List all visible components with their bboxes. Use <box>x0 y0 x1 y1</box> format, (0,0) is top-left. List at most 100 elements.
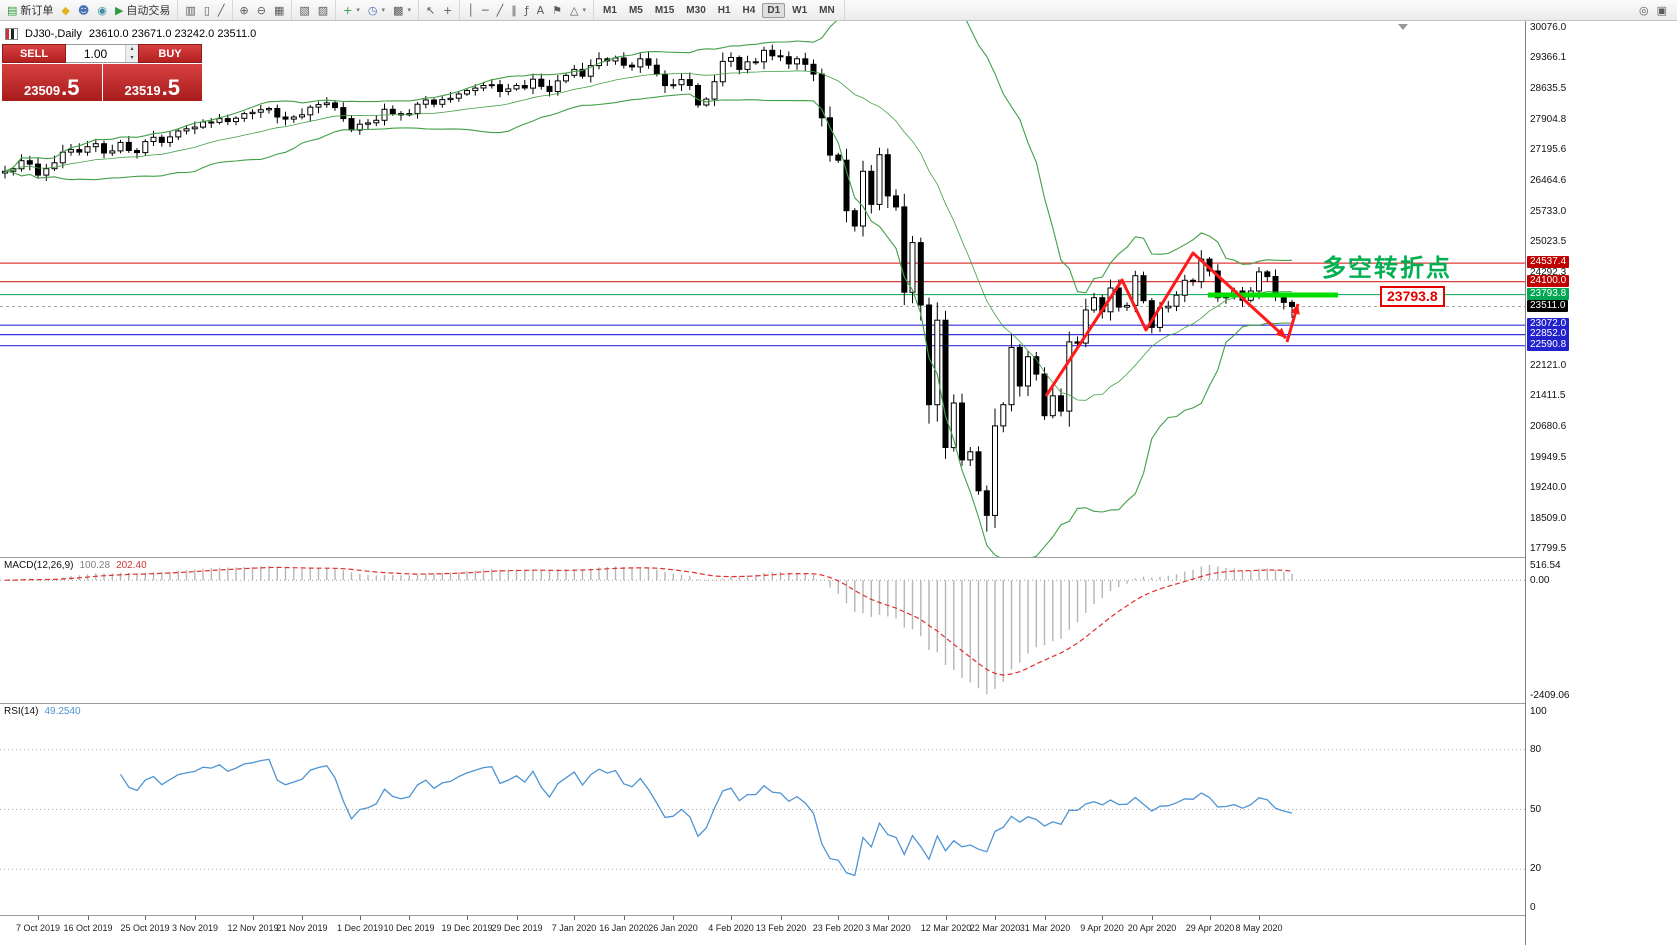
axis-label: 22121.0 <box>1530 360 1567 371</box>
autotrade-button[interactable]: ▶ 自动交易 <box>112 2 173 19</box>
rsi-value: 49.2540 <box>44 706 81 717</box>
axis-label: 18509.0 <box>1530 513 1567 524</box>
macd-panel-divider[interactable] <box>0 557 1677 558</box>
tf-h1-button[interactable]: H1 <box>713 3 736 18</box>
search-icon[interactable]: ◎ <box>1638 3 1649 17</box>
template-icon[interactable]: ▩ <box>390 2 414 19</box>
trendline-icon[interactable]: ╱ <box>496 3 504 17</box>
favorites-icon[interactable]: ◆ <box>61 3 70 17</box>
volume-down-icon[interactable]: ▾ <box>126 53 138 62</box>
arrange-horizontal-icon[interactable]: ▧ <box>299 3 310 17</box>
axis-label: 25023.5 <box>1530 236 1567 247</box>
price-pip-digits: .5 <box>161 75 180 101</box>
volume-input[interactable] <box>66 45 125 62</box>
horizontal-line-icon[interactable]: ─ <box>482 3 489 17</box>
buy-price[interactable]: 23519.5 <box>102 64 202 101</box>
timeframe-bar: M1 M5 M15 M30 H1 H4 D1 W1 MN <box>594 0 845 20</box>
price-axis[interactable]: 30076.0 29366.1 28635.5 27904.8 27195.6 26464… <box>1525 20 1677 945</box>
date-tick <box>838 916 839 920</box>
tf-m15-button[interactable]: M15 <box>650 3 679 18</box>
toolbar-group-trade: ▤ 新订单 ◆ ☻ ◉ ▶ 自动交易 <box>0 0 179 20</box>
bars-chart-icon[interactable]: ▥ <box>185 3 196 17</box>
signals-icon[interactable]: ◉ <box>97 3 107 17</box>
rsi-canvas[interactable] <box>0 704 1525 915</box>
axis-label: 29366.1 <box>1530 52 1567 63</box>
tf-w1-button[interactable]: W1 <box>787 3 812 18</box>
main-toolbar: ▤ 新订单 ◆ ☻ ◉ ▶ 自动交易 ▥ ▯ ╱ ⊕ ⊖ ▦ ▧ ▨ + ◷ ▩… <box>0 0 1677 21</box>
candlestick-chart-icon[interactable]: ▯ <box>203 3 210 17</box>
sell-button[interactable]: SELL <box>2 44 66 63</box>
community-icon[interactable]: ☻ <box>77 3 90 17</box>
rsi-name: RSI(14) <box>4 706 39 717</box>
main-chart[interactable]: DJ30-,Daily 23610.0 23671.0 23242.0 2351… <box>0 20 1525 557</box>
autotrade-label: 自动交易 <box>126 5 171 17</box>
level-price-label[interactable]: 23793.8 <box>1380 286 1445 307</box>
text-tool-icon[interactable]: A <box>536 3 545 17</box>
axis-label: 24292.3 <box>1530 267 1567 278</box>
date-tick <box>995 916 996 920</box>
toolbar-group-right: ◎ ▣ <box>1639 5 1677 16</box>
volume-up-icon[interactable]: ▴ <box>126 45 138 54</box>
tile-windows-icon[interactable]: ▦ <box>273 3 285 17</box>
buy-button[interactable]: BUY <box>138 44 202 63</box>
date-axis-divider <box>0 915 1677 916</box>
axis-label: 30076.0 <box>1530 22 1567 33</box>
period-icon[interactable]: ◷ <box>365 2 388 19</box>
add-indicator-icon[interactable]: + <box>340 2 363 19</box>
tf-d1-button[interactable]: D1 <box>762 2 786 18</box>
toolbar-group-cursor: ↖ + <box>419 0 461 20</box>
new-order-icon: ▤ <box>7 3 18 17</box>
fibonacci-icon[interactable]: ƒ <box>524 3 529 17</box>
date-label: 22 Mar 2020 <box>969 923 1021 933</box>
rsi-panel[interactable]: RSI(14) 49.2540 <box>0 704 1525 915</box>
crosshair-icon[interactable]: + <box>443 3 453 17</box>
toolbar-group-chart-type: ▥ ▯ ╱ <box>178 0 233 20</box>
price-label-highlighted: 23793.8 <box>1527 288 1570 300</box>
chart-title-ohlc: 23610.0 23671.0 23242.0 23511.0 <box>88 28 257 40</box>
date-label: 3 Mar 2020 <box>865 923 911 933</box>
date-tick <box>253 916 254 920</box>
date-tick <box>624 916 625 920</box>
vertical-line-icon[interactable]: │ <box>467 3 475 17</box>
date-label: 8 May 2020 <box>1235 923 1283 933</box>
price-label-highlighted: 22852.0 <box>1527 328 1570 340</box>
toolbar-group-arrange: ▧ ▨ <box>292 0 337 20</box>
date-tick <box>673 916 674 920</box>
date-label: 3 Nov 2019 <box>171 923 219 933</box>
autotrade-play-icon: ▶ <box>114 3 124 17</box>
date-label: 16 Jan 2020 <box>599 923 649 933</box>
macd-canvas[interactable] <box>0 558 1525 703</box>
turning-point-annotation[interactable]: 多空转折点 <box>1322 255 1452 282</box>
macd-panel[interactable]: MACD(12,26,9) 100.28 202.40 <box>0 558 1525 703</box>
arrange-vertical-icon[interactable]: ▨ <box>317 3 329 17</box>
tf-h4-button[interactable]: H4 <box>738 3 761 18</box>
panels-icon[interactable]: ▣ <box>1656 3 1667 17</box>
candlestick-chart-canvas[interactable] <box>0 20 1525 557</box>
line-chart-icon[interactable]: ╱ <box>217 3 225 17</box>
tf-m5-button[interactable]: M5 <box>624 3 648 18</box>
macd-main-value: 100.28 <box>79 560 111 571</box>
date-tick <box>574 916 575 920</box>
axis-label: 27904.8 <box>1530 114 1567 125</box>
new-order-label: 新订单 <box>20 5 54 17</box>
price-label-highlighted: 24100.0 <box>1527 275 1570 287</box>
shapes-tool-icon[interactable]: △ <box>567 2 589 19</box>
tf-m30-button[interactable]: M30 <box>681 3 710 18</box>
axis-label: 19240.0 <box>1530 482 1567 493</box>
axis-label: 80 <box>1530 744 1542 755</box>
zoom-in-icon[interactable]: ⊕ <box>239 3 249 17</box>
tf-m1-button[interactable]: M1 <box>598 3 622 18</box>
label-tool-icon[interactable]: ⚑ <box>552 3 563 17</box>
zoom-out-icon[interactable]: ⊖ <box>256 3 266 17</box>
rsi-panel-divider[interactable] <box>0 703 1677 704</box>
volume-stepper: ▴ ▾ <box>125 45 138 62</box>
toolbar-group-objects: + ◷ ▩ <box>336 0 419 20</box>
date-axis[interactable]: 7 Oct 2019 16 Oct 2019 25 Oct 2019 3 Nov 20… <box>0 916 1525 945</box>
channel-icon[interactable]: ∥ <box>511 3 517 17</box>
new-order-button[interactable]: ▤ 新订单 <box>4 2 56 19</box>
sell-price[interactable]: 23509.5 <box>2 64 102 101</box>
date-tick <box>517 916 518 920</box>
cursor-icon[interactable]: ↖ <box>425 3 436 17</box>
tf-mn-button[interactable]: MN <box>814 3 840 18</box>
chart-title-symbol: DJ30-,Daily <box>25 28 82 40</box>
